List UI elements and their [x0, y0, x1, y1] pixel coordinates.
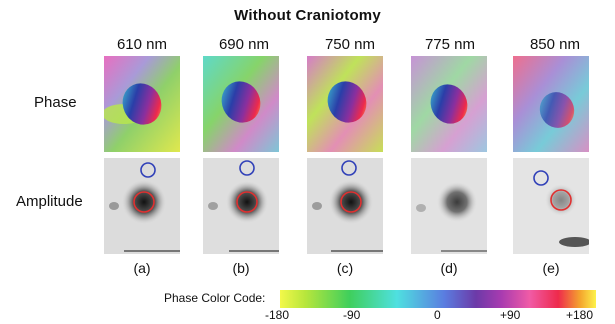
wavelength-label-775: 775 nm	[424, 36, 476, 53]
row-label-phase: Phase	[34, 94, 77, 111]
amplitude-image-750	[307, 158, 383, 254]
figure-title: Without Craniotomy	[234, 7, 381, 24]
colorbar-tick-label: -90	[343, 308, 361, 322]
phase-image-610	[104, 56, 180, 152]
panel-label-d: (d)	[440, 260, 458, 276]
phase-color-code-label: Phase Color Code:	[164, 291, 266, 305]
wavelength-label-610: 610 nm	[116, 36, 168, 53]
panel-label-e: (e)	[542, 260, 560, 276]
panel-label-b: (b)	[232, 260, 250, 276]
colorbar-tick-label: -180	[265, 308, 290, 322]
phase-image-775	[411, 56, 487, 152]
row-label-amplitude: Amplitude	[16, 193, 83, 210]
wavelength-label-850: 850 nm	[529, 36, 581, 53]
amplitude-image-850	[513, 158, 589, 254]
colorbar-tick-label: +90	[500, 308, 521, 322]
colorbar-tick-label: 0	[434, 308, 441, 322]
phase-image-690	[203, 56, 279, 152]
panel-label-a: (a)	[133, 260, 151, 276]
phase-color-bar	[280, 290, 596, 308]
amplitude-image-690	[203, 158, 279, 254]
amplitude-image-775	[411, 158, 487, 254]
colorbar-tick-label: +180	[566, 308, 594, 322]
phase-image-850	[513, 56, 589, 152]
phase-image-750	[307, 56, 383, 152]
panel-label-c: (c)	[336, 260, 354, 276]
amplitude-image-610	[104, 158, 180, 254]
wavelength-label-690: 690 nm	[218, 36, 270, 53]
wavelength-label-750: 750 nm	[324, 36, 376, 53]
